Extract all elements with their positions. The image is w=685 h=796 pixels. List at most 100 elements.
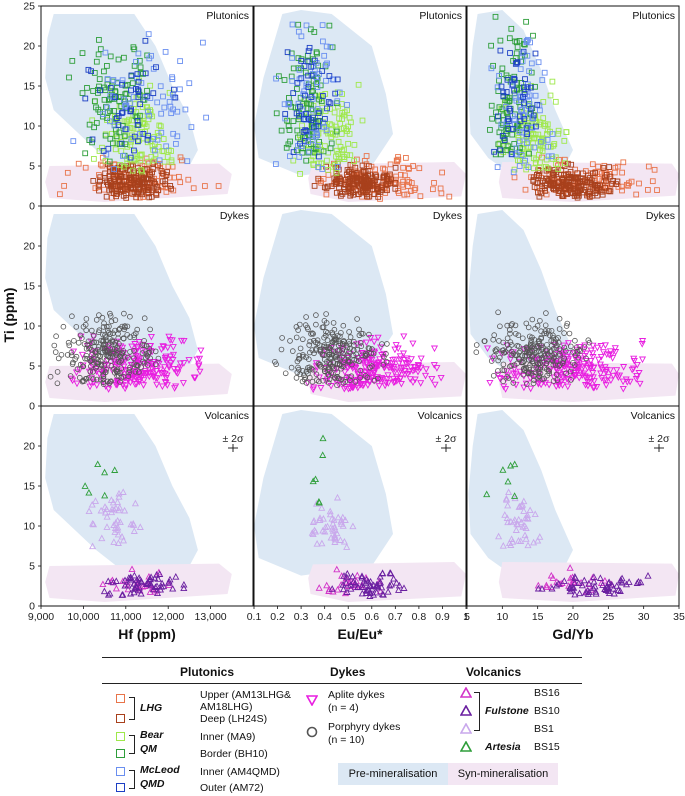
data-point [537, 138, 544, 145]
data-point [297, 345, 304, 352]
data-point [524, 140, 530, 147]
data-point [363, 153, 370, 159]
data-point [98, 361, 105, 368]
data-point [355, 191, 362, 198]
data-point [580, 576, 588, 584]
data-point [551, 350, 559, 358]
data-point [311, 29, 318, 35]
data-point [404, 191, 411, 198]
data-point [128, 375, 136, 383]
data-point [557, 352, 563, 359]
data-point [347, 581, 355, 588]
data-point [88, 363, 94, 370]
data-point [145, 158, 151, 165]
data-point [345, 186, 352, 193]
data-point [344, 352, 351, 359]
data-point [504, 335, 511, 342]
data-point [540, 99, 547, 105]
data-point [119, 536, 128, 544]
data-point [547, 353, 553, 360]
data-point [609, 585, 618, 592]
data-point [90, 332, 97, 339]
data-point [169, 584, 177, 592]
data-point [114, 539, 122, 546]
x-tick-label: 0.1 [247, 611, 262, 623]
data-point [580, 370, 588, 378]
data-point [331, 365, 337, 372]
data-point [566, 584, 574, 592]
data-point [316, 96, 322, 103]
data-point [331, 333, 338, 340]
data-point [632, 376, 640, 383]
data-point [387, 569, 395, 577]
data-point [375, 194, 382, 200]
data-point [97, 87, 103, 94]
data-point [104, 577, 112, 585]
data-point [72, 356, 78, 362]
data-point [390, 366, 398, 373]
data-point [519, 137, 526, 144]
data-point [115, 122, 122, 128]
data-point [88, 500, 96, 508]
data-point [316, 71, 322, 77]
data-point [151, 147, 158, 154]
data-point [311, 350, 317, 357]
legend-porphyry-n: (n = 10) [328, 734, 365, 746]
data-point [517, 66, 524, 72]
data-point [121, 310, 127, 317]
panel-label-plutonics: Plutonics [206, 10, 249, 22]
data-point [374, 583, 382, 591]
data-point [588, 177, 595, 184]
data-point [613, 582, 621, 589]
data-point [335, 103, 341, 110]
data-point [381, 382, 389, 390]
data-point [144, 108, 151, 115]
data-point [495, 309, 501, 316]
data-point [524, 346, 531, 353]
data-point [117, 359, 123, 366]
data-point [305, 149, 312, 156]
data-point [349, 578, 357, 585]
data-point [138, 167, 144, 173]
data-point [134, 362, 140, 368]
data-point [96, 187, 102, 194]
data-point [638, 341, 646, 348]
data-point [614, 586, 622, 594]
legend-mcleod-label-1: McLeod [140, 764, 180, 776]
data-point [140, 377, 148, 384]
data-point [64, 169, 71, 176]
y-tick-label: 15 [23, 481, 35, 493]
data-point [116, 340, 122, 347]
data-point [93, 382, 101, 389]
data-point [619, 169, 625, 176]
data-point [68, 349, 75, 356]
data-point [606, 348, 614, 355]
data-point [165, 581, 173, 588]
data-point [504, 477, 512, 485]
data-point [620, 159, 627, 166]
data-point [283, 144, 290, 151]
data-point [603, 351, 611, 358]
data-point [559, 352, 567, 359]
data-point [119, 590, 127, 598]
data-point [106, 158, 113, 165]
data-point [164, 169, 170, 175]
data-point [527, 340, 534, 346]
data-point [57, 191, 63, 198]
data-point [532, 83, 538, 90]
legend-bs1: BS1 [534, 723, 554, 735]
data-point [553, 160, 559, 167]
data-point [333, 128, 340, 135]
data-point [356, 358, 362, 365]
data-point [314, 132, 320, 139]
data-point [563, 129, 570, 135]
data-point [510, 350, 517, 357]
data-point [585, 172, 592, 179]
data-point [500, 89, 507, 96]
data-point [69, 377, 77, 385]
data-point [93, 120, 100, 126]
data-point [128, 343, 136, 351]
data-point [75, 339, 82, 346]
data-point [99, 580, 107, 588]
data-point [124, 81, 131, 88]
